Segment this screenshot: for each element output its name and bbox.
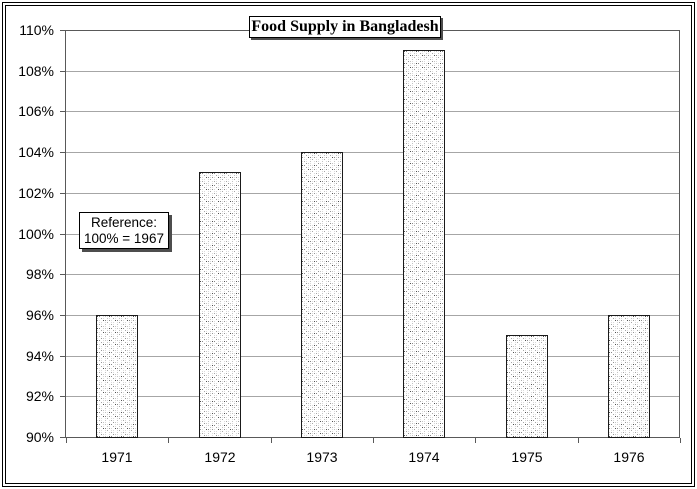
gridline-92 <box>66 396 679 397</box>
reference-annotation-line1: Reference: <box>90 215 158 230</box>
gridline-96 <box>66 315 679 316</box>
y-axis-label-106: 106% <box>18 103 54 119</box>
y-axis-label-100: 100% <box>18 226 54 242</box>
chart-title-box: Food Supply in Bangladesh <box>249 16 441 38</box>
x-axis-label-1973: 1973 <box>306 449 338 465</box>
bar-1974 <box>403 50 445 438</box>
bar-1973 <box>301 152 343 438</box>
gridline-108 <box>66 71 679 72</box>
y-axis-label-110: 110% <box>19 22 54 38</box>
y-tick-92 <box>60 396 66 397</box>
bar-1976 <box>608 315 650 438</box>
y-tick-110 <box>60 30 66 31</box>
y-tick-104 <box>60 152 66 153</box>
bar-1975 <box>506 335 548 438</box>
x-tick-1 <box>168 438 169 443</box>
bar-fill-pattern <box>609 316 649 437</box>
x-tick-2 <box>271 438 272 443</box>
bar-fill-pattern <box>302 153 342 437</box>
x-tick-6 <box>680 438 681 443</box>
chart-title: Food Supply in Bangladesh <box>251 18 439 35</box>
y-tick-98 <box>60 274 66 275</box>
x-axis-label-1971: 1971 <box>101 449 133 465</box>
gridline-104 <box>66 152 679 153</box>
x-tick-5 <box>578 438 579 443</box>
y-axis-label-96: 96% <box>25 307 54 323</box>
gridline-94 <box>66 356 679 357</box>
y-axis-label-98: 98% <box>25 266 54 282</box>
y-axis-label-102: 102% <box>18 185 54 201</box>
x-axis-label-1975: 1975 <box>511 449 543 465</box>
y-tick-102 <box>60 193 66 194</box>
reference-annotation-line2: 100% = 1967 <box>84 231 164 246</box>
y-tick-96 <box>60 315 66 316</box>
bar-fill-pattern <box>97 316 137 437</box>
bar-1971 <box>96 315 138 438</box>
y-axis-label-108: 108% <box>18 63 54 79</box>
x-axis-label-1976: 1976 <box>613 449 645 465</box>
y-tick-90 <box>60 437 66 438</box>
bar-1972 <box>199 172 241 438</box>
x-tick-3 <box>373 438 374 443</box>
reference-annotation-box: Reference: 100% = 1967 <box>79 212 169 249</box>
x-tick-0 <box>66 438 67 443</box>
y-axis-label-94: 94% <box>25 348 54 364</box>
bar-fill-pattern <box>507 336 547 437</box>
y-tick-108 <box>60 71 66 72</box>
gridline-100 <box>66 234 679 235</box>
gridline-102 <box>66 193 679 194</box>
y-tick-106 <box>60 111 66 112</box>
y-axis-label-92: 92% <box>25 388 54 404</box>
y-tick-100 <box>60 234 66 235</box>
gridline-98 <box>66 274 679 275</box>
y-axis-label-104: 104% <box>18 144 54 160</box>
x-axis-label-1972: 1972 <box>204 449 236 465</box>
x-axis-label-1974: 1974 <box>408 449 440 465</box>
y-tick-94 <box>60 356 66 357</box>
bar-fill-pattern <box>404 51 444 437</box>
x-tick-4 <box>475 438 476 443</box>
gridline-106 <box>66 111 679 112</box>
y-axis-label-90: 90% <box>25 429 54 445</box>
bar-fill-pattern <box>200 173 240 437</box>
